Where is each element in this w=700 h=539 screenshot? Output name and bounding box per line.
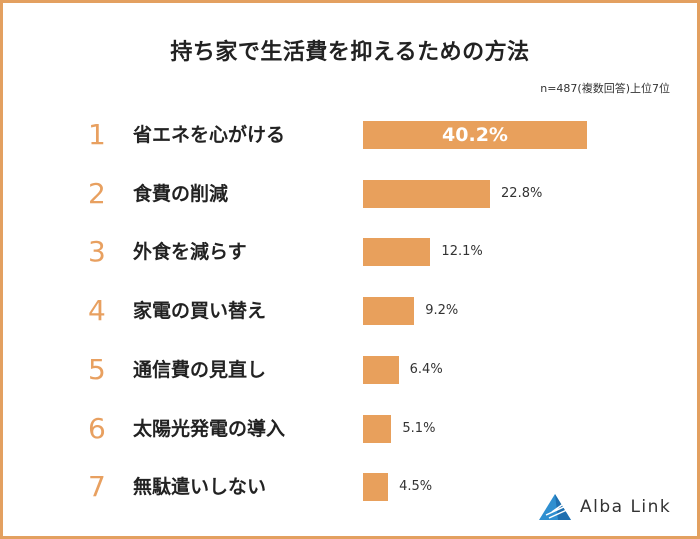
data-label: 4.5% xyxy=(399,479,433,494)
logo-text: Alba Link xyxy=(580,497,672,517)
bar xyxy=(363,297,415,325)
bar xyxy=(363,415,392,443)
bar-row: 6 太陽光発電の導入 5.1% xyxy=(0,409,700,449)
category-label: 省エネを心がける xyxy=(133,124,286,146)
data-label: 40.2% xyxy=(442,124,508,146)
category-label: 外食を減らす xyxy=(133,241,247,263)
bar xyxy=(363,473,389,501)
bar-row: 1 省エネを心がける 40.2% xyxy=(0,115,700,155)
sample-note: n=487(複数回答)上位7位 xyxy=(540,82,670,95)
rank-number: 7 xyxy=(88,470,106,503)
chart-title: 持ち家で生活費を抑えるための方法 xyxy=(170,40,530,65)
data-label: 5.1% xyxy=(402,421,436,436)
category-label: 無駄遣いしない xyxy=(133,476,267,498)
category-label: 通信費の見直し xyxy=(133,359,267,381)
rank-number: 1 xyxy=(88,118,106,151)
category-label: 食費の削減 xyxy=(133,183,229,205)
rank-number: 4 xyxy=(88,294,106,327)
bar-row: 4 家電の買い替え 9.2% xyxy=(0,291,700,331)
bar xyxy=(363,180,491,208)
bar xyxy=(363,356,399,384)
data-label: 22.8% xyxy=(501,186,543,201)
category-label: 太陽光発電の導入 xyxy=(133,418,286,440)
rank-number: 3 xyxy=(88,235,106,268)
data-label: 9.2% xyxy=(425,303,459,318)
bar xyxy=(363,238,431,266)
bar-row: 7 無駄遣いしない 4.5% xyxy=(0,467,700,507)
rank-number: 5 xyxy=(88,353,106,386)
bar-row: 2 食費の削減 22.8% xyxy=(0,174,700,214)
alba-link-logo: Alba Link xyxy=(538,493,671,521)
data-label: 12.1% xyxy=(441,244,483,259)
bar-row: 3 外食を減らす 12.1% xyxy=(0,232,700,272)
data-label: 6.4% xyxy=(409,362,443,377)
bar-row: 5 通信費の見直し 6.4% xyxy=(0,350,700,390)
rank-number: 6 xyxy=(88,412,106,445)
rank-number: 2 xyxy=(88,177,106,210)
logo-triangle-icon xyxy=(539,494,571,520)
bar xyxy=(363,121,587,149)
category-label: 家電の買い替え xyxy=(133,300,267,322)
